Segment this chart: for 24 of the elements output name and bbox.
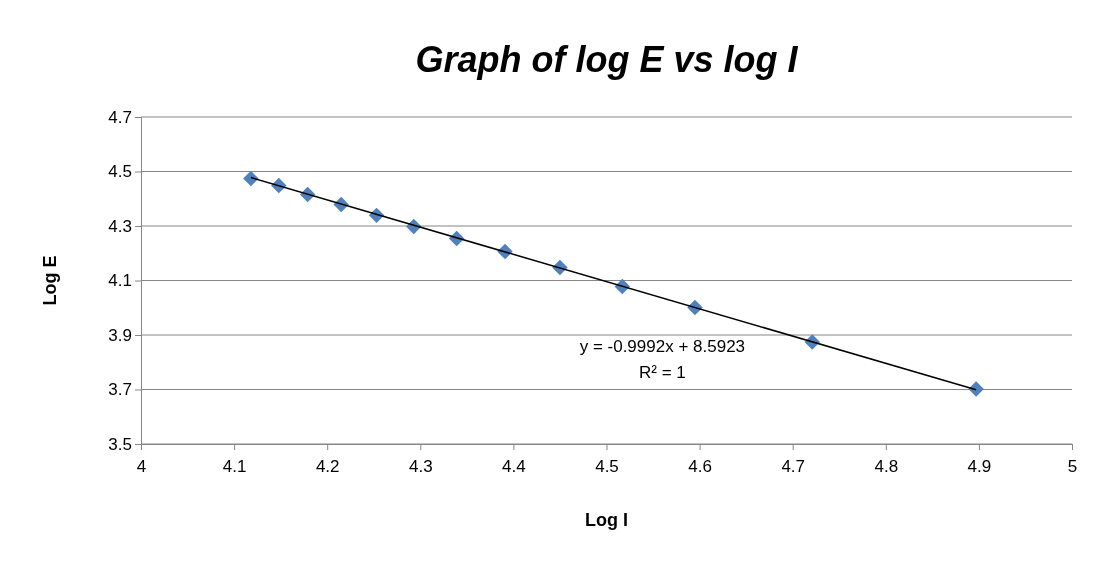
x-tick-label: 4.7 (781, 456, 806, 476)
x-axis-title: Log I (585, 510, 628, 530)
x-tick-label: 4.9 (967, 456, 992, 476)
x-tick-label: 4.8 (874, 456, 899, 476)
x-tick-label: 4.6 (688, 456, 712, 476)
x-tick-label: 4.2 (315, 456, 340, 476)
x-tick-label: 5 (1067, 456, 1078, 476)
y-axis-title: Log E (40, 255, 60, 306)
x-tick-label: 4.1 (222, 456, 247, 476)
y-tick-label: 4.7 (108, 107, 132, 127)
x-tick-label: 4.3 (408, 456, 433, 476)
y-tick-label: 4.1 (108, 271, 132, 291)
annotation: y = -0.9992x + 8.5923 (579, 337, 746, 357)
point (243, 170, 259, 187)
y-tick-label: 4.5 (108, 162, 132, 182)
annotation: R² = 1 (638, 363, 686, 383)
y-tick-label: 3.7 (108, 380, 132, 400)
y-tick-label: 3.9 (108, 325, 132, 345)
x-tick-label: 4.4 (502, 456, 526, 476)
chart-title: Graph of log E vs log I (415, 39, 799, 80)
x-tick-label: 4.5 (595, 456, 619, 476)
y-tick-label: 4.3 (108, 216, 132, 236)
x-tick-label: 4 (136, 456, 147, 476)
y-tick-label: 3.5 (108, 434, 132, 454)
